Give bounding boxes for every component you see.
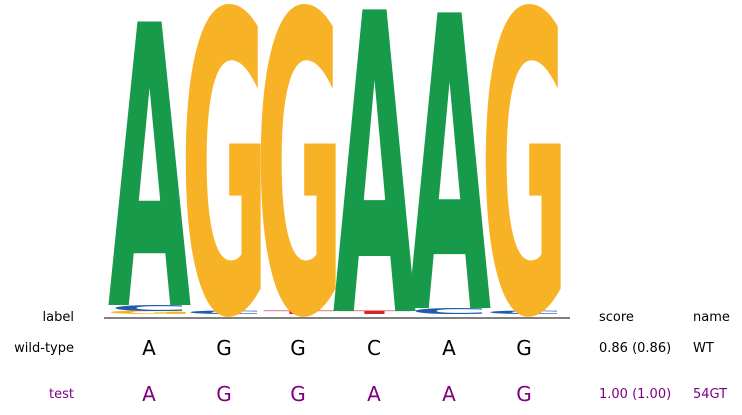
logo-letter-pos1-G: G [105, 310, 193, 315]
logo-letter-pos4-A: A [333, 0, 417, 410]
logo-letter-pos2-G: G [180, 0, 268, 410]
name-header: name [693, 310, 730, 325]
wt-score: 0.86 (0.86) [599, 341, 672, 356]
logo-letter-pos2-C: C [185, 310, 264, 315]
wt-base-5: A [442, 336, 456, 360]
logo-letter-pos3-G: G [255, 0, 343, 410]
test-score: 1.00 (1.00) [599, 387, 672, 402]
logo-letter-pos1-C: C [110, 303, 189, 313]
row-label-wild-type: wild-type [14, 341, 74, 356]
row-label-test: test [49, 387, 74, 402]
logo-letter-pos6-C: C [485, 310, 564, 315]
wt-base-6: G [516, 336, 532, 360]
wt-base-2: G [216, 336, 232, 360]
test-base-5: A [442, 382, 456, 406]
logo-letter-pos4-T: T [338, 310, 411, 315]
test-base-2: G [216, 382, 232, 406]
score-header: score [599, 310, 634, 325]
wt-base-3: G [290, 336, 306, 360]
wt-name: WT [693, 341, 714, 356]
logo-letter-pos6-G: G [480, 0, 568, 410]
test-base-6: G [516, 382, 532, 406]
logo-letter-pos5-C: C [410, 306, 489, 316]
test-base-3: G [290, 382, 306, 406]
wt-base-4: C [367, 336, 381, 360]
logo-letter-pos3-T: T [263, 310, 336, 315]
wt-base-1: A [142, 336, 156, 360]
test-base-1: A [142, 382, 156, 406]
logo-letter-pos5-A: A [408, 0, 492, 404]
label-header: label [42, 310, 74, 325]
test-name: 54GT [693, 387, 728, 402]
logo-letter-pos1-A: A [108, 0, 192, 398]
test-base-4: A [367, 382, 381, 406]
